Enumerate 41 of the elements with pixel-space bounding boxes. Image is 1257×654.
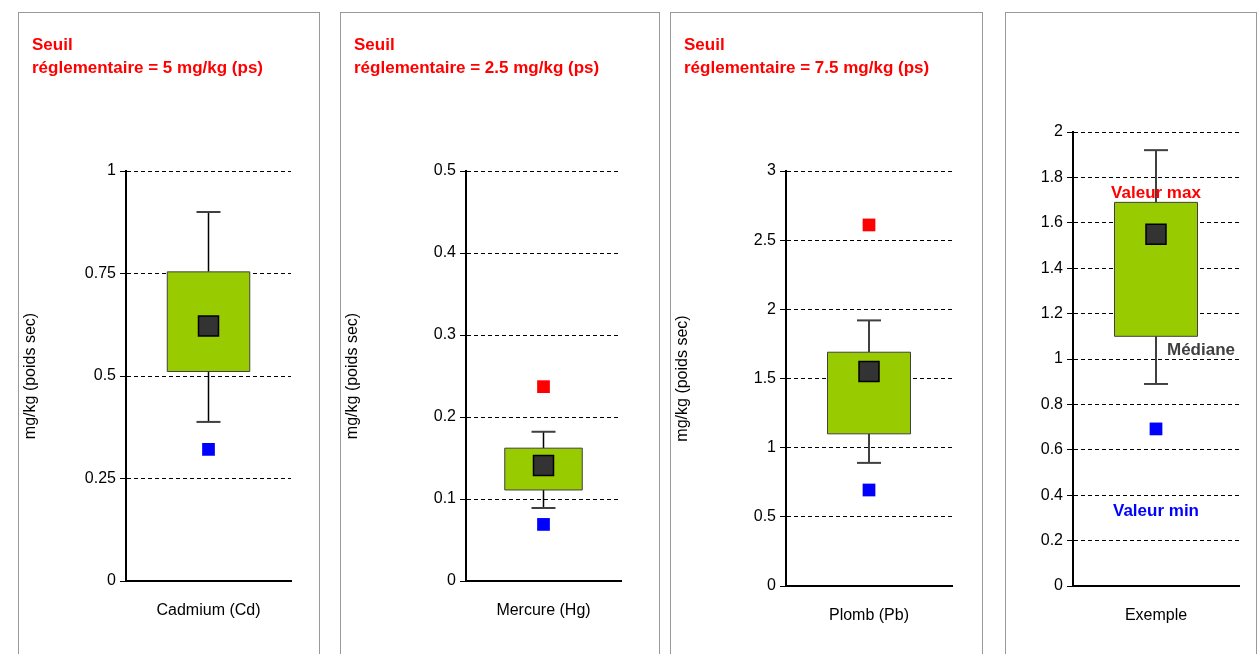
y-axis-title: mg/kg (poids sec) (21, 312, 39, 440)
y-tick-label: 0.6 (1040, 440, 1064, 458)
y-tick-label: 0.4 (433, 243, 457, 261)
y-tick-label: 1 (1054, 349, 1064, 367)
chart-title: Seuil réglementaire = 7.5 mg/kg (ps) (684, 34, 930, 79)
y-tick-label: 0.5 (93, 366, 117, 384)
y-tick-label: 1.2 (1040, 304, 1064, 322)
annotation: Valeur min (1113, 500, 1199, 520)
y-tick-label: 1.4 (1040, 258, 1064, 276)
y-axis-title: mg/kg (poids sec) (673, 315, 691, 442)
y-tick-label: 0.1 (433, 489, 457, 507)
y-tick-label: 0.5 (753, 507, 777, 525)
y-tick-label: 0.2 (433, 407, 457, 425)
y-axis-title: mg/kg (poids sec) (343, 312, 361, 440)
y-tick-label: 0 (447, 571, 457, 589)
chart-title: Seuil réglementaire = 2.5 mg/kg (ps) (354, 34, 600, 79)
y-tick-label: 0 (1054, 576, 1064, 594)
y-tick-label: 0.8 (1040, 394, 1064, 412)
y-tick-label: 0.75 (84, 263, 117, 281)
y-tick-label: 0 (767, 576, 777, 594)
y-tick-label: 2 (767, 299, 777, 317)
x-tick-label: Plomb (Pb) (828, 606, 910, 624)
x-tick-label: Cadmium (Cd) (156, 601, 261, 619)
y-tick-label: 1.5 (753, 368, 777, 386)
y-tick-label: 2 (1054, 122, 1064, 140)
y-tick-label: 0 (107, 571, 117, 589)
y-tick-label: 0.4 (1040, 485, 1064, 503)
y-tick-label: 0.3 (433, 325, 457, 343)
y-tick-label: 1 (767, 438, 777, 456)
y-tick-label: 1.8 (1040, 167, 1064, 185)
y-tick-label: 0.2 (1040, 531, 1064, 549)
y-tick-label: 0.5 (433, 161, 457, 179)
annotation: Médiane (1166, 339, 1236, 359)
chart-title: Seuil réglementaire = 5 mg/kg (ps) (32, 34, 263, 79)
x-tick-label: Mercure (Hg) (496, 601, 591, 619)
y-tick-label: 1.6 (1040, 213, 1064, 231)
y-tick-label: 0.25 (84, 468, 117, 486)
y-tick-label: 2.5 (753, 230, 777, 248)
y-tick-label: 3 (767, 161, 777, 179)
y-tick-label: 1 (107, 161, 117, 179)
x-tick-label: Exemple (1124, 606, 1188, 624)
